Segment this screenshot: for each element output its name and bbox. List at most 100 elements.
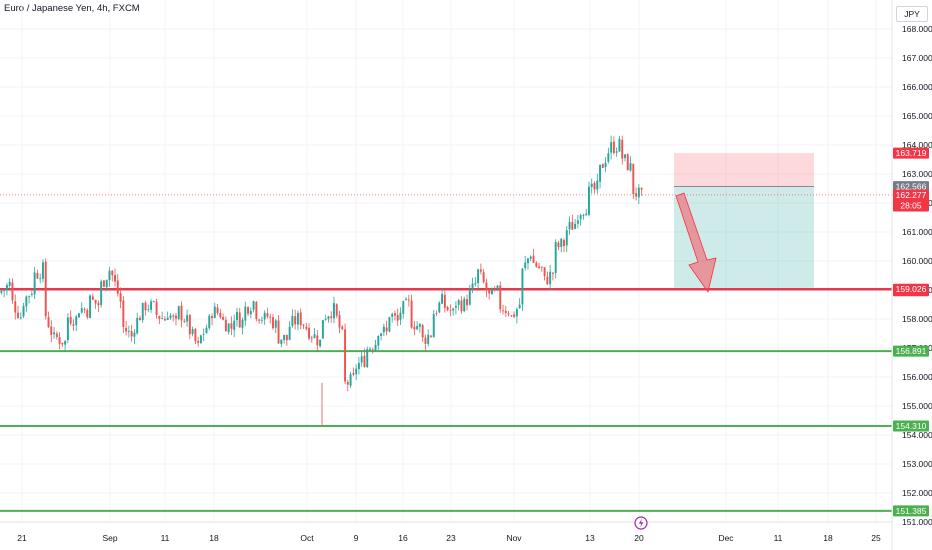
candle	[574, 219, 577, 230]
candle	[612, 136, 615, 155]
candle	[150, 298, 153, 313]
candle	[127, 325, 130, 338]
candle	[194, 327, 197, 345]
price-axis: 151.000 152.000 153.000 154.000 155.000 156.0…	[902, 24, 932, 527]
candle	[172, 313, 175, 322]
currency-button[interactable]: JPY	[896, 6, 928, 22]
candle	[407, 294, 410, 307]
candle	[58, 332, 61, 350]
candle	[11, 278, 14, 304]
level-tag-154.310: 154.310	[893, 420, 929, 432]
candle	[44, 258, 47, 320]
candle	[532, 248, 535, 264]
candle	[0, 290, 3, 295]
candle	[255, 300, 258, 322]
candle	[424, 334, 427, 351]
candle	[513, 311, 516, 319]
candle	[587, 181, 590, 217]
candle	[510, 315, 513, 318]
candle	[335, 303, 338, 319]
candle	[233, 314, 236, 338]
candle	[468, 284, 471, 306]
candle	[296, 310, 299, 331]
candle	[393, 310, 396, 321]
candle	[333, 296, 335, 324]
candle	[294, 309, 297, 330]
candle	[8, 278, 11, 288]
candle	[607, 147, 610, 164]
candle	[258, 318, 261, 324]
candle	[471, 277, 474, 294]
candle	[382, 323, 385, 336]
svg-text:28:05: 28:05	[900, 200, 922, 210]
price-tick-label: 160.000	[902, 256, 932, 266]
candle	[227, 322, 230, 335]
candle	[155, 298, 158, 319]
candle	[568, 216, 571, 235]
candle	[576, 214, 579, 229]
time-tick-label: 13	[585, 533, 595, 543]
candle	[427, 329, 430, 347]
candle	[488, 288, 491, 300]
candle	[610, 135, 613, 160]
candle	[17, 305, 19, 320]
grid	[0, 0, 892, 523]
svg-text:151.385: 151.385	[896, 506, 927, 516]
candle	[549, 264, 552, 291]
price-tick-label: 161.000	[902, 227, 932, 237]
candle	[119, 287, 122, 309]
candle	[235, 307, 238, 327]
candle	[599, 164, 602, 189]
flash-icon[interactable]	[634, 516, 648, 530]
time-tick-label: 9	[354, 533, 359, 543]
candle	[299, 308, 302, 330]
candle	[244, 301, 247, 326]
candle	[546, 271, 549, 286]
candle	[321, 320, 324, 339]
time-tick-label: 16	[398, 533, 408, 543]
candle	[535, 261, 538, 268]
candle	[349, 371, 352, 389]
down-arrow	[675, 192, 717, 293]
candle	[100, 279, 103, 308]
price-tag-162.566: 162.566	[893, 181, 929, 193]
candle	[241, 317, 244, 335]
candle	[183, 318, 186, 324]
level-tag-156.891: 156.891	[893, 345, 929, 357]
candle	[454, 301, 457, 315]
candle	[86, 308, 89, 320]
candle	[416, 321, 419, 331]
candle	[443, 290, 446, 313]
candle	[33, 266, 36, 300]
candle	[22, 302, 25, 318]
candle	[177, 305, 180, 321]
candle	[593, 181, 596, 194]
price-tick-label: 164.000	[902, 140, 932, 150]
time-tick-label: Sep	[102, 533, 117, 543]
price-tag-163.719: 163.719	[893, 147, 929, 159]
price-tags: 163.719162.566162.27728:05158.972159.026…	[893, 147, 929, 517]
candle	[330, 311, 333, 323]
candle	[280, 339, 283, 348]
candle	[180, 301, 183, 328]
candle	[504, 305, 507, 317]
candle	[524, 255, 527, 271]
candle	[141, 302, 144, 323]
candle	[41, 259, 44, 283]
candle	[191, 326, 194, 337]
candle	[199, 334, 202, 345]
candle	[108, 266, 111, 287]
candle	[116, 274, 119, 297]
candle	[319, 339, 322, 348]
candles	[0, 135, 643, 427]
candle	[369, 347, 371, 352]
candle	[19, 312, 22, 320]
candle	[219, 308, 222, 319]
time-tick-label: Oct	[300, 533, 314, 543]
candle	[310, 335, 313, 343]
candle	[632, 163, 635, 199]
candle	[341, 325, 344, 331]
candle	[313, 328, 316, 339]
candle	[272, 314, 274, 330]
